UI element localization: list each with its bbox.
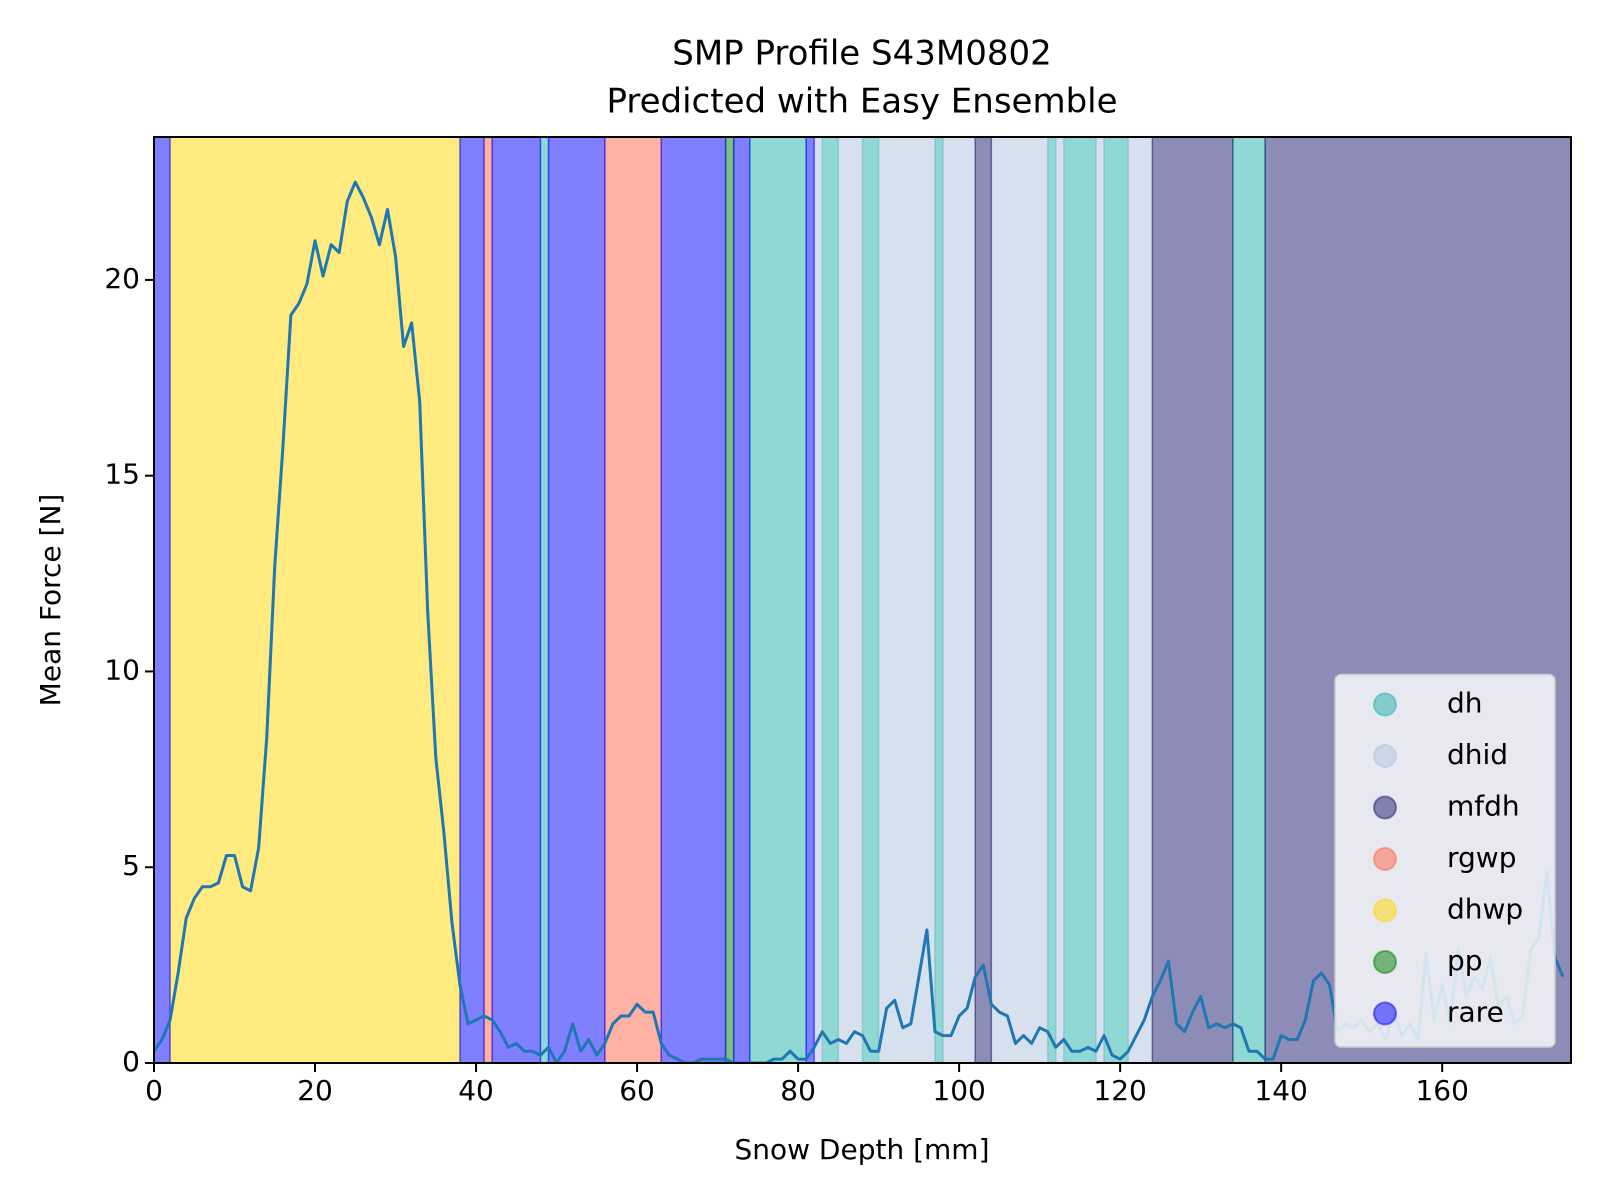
- class-band: [990, 137, 1049, 1063]
- legend-label: dhid: [1447, 738, 1508, 771]
- legend-marker: [1373, 795, 1397, 820]
- y-tick-label: 5: [122, 849, 140, 882]
- class-band: [934, 137, 944, 1063]
- y-tick-label: 15: [104, 458, 140, 491]
- class-band: [483, 137, 493, 1063]
- class-band: [539, 137, 550, 1063]
- legend-label: mfdh: [1447, 790, 1520, 823]
- plot-area: [154, 137, 1571, 1063]
- legend-label: rgwp: [1447, 841, 1516, 874]
- x-tick-label: 0: [145, 1074, 163, 1107]
- class-band: [877, 137, 936, 1063]
- class-band: [1103, 137, 1129, 1063]
- class-band: [732, 137, 751, 1063]
- class-band: [821, 137, 840, 1063]
- y-tick-label: 10: [104, 653, 140, 686]
- x-tick-label: 60: [619, 1074, 655, 1107]
- legend-marker: [1373, 744, 1397, 768]
- class-band: [1054, 137, 1065, 1063]
- x-tick-label: 140: [1254, 1074, 1307, 1107]
- class-band: [942, 137, 976, 1063]
- class-band: [749, 137, 807, 1063]
- class-band: [1095, 137, 1105, 1063]
- class-band: [459, 137, 485, 1063]
- class-band: [1232, 137, 1266, 1063]
- class-band: [1046, 137, 1057, 1063]
- legend-marker: [1373, 1001, 1397, 1026]
- y-tick-label: 0: [122, 1045, 140, 1078]
- class-band: [805, 137, 815, 1063]
- y-tick-label: 20: [104, 262, 140, 295]
- class-band: [154, 137, 171, 1063]
- legend-label: rare: [1447, 996, 1504, 1029]
- class-band: [660, 137, 727, 1063]
- x-tick-label: 80: [780, 1074, 816, 1107]
- legend-label: dhwp: [1447, 893, 1523, 926]
- class-band: [169, 137, 461, 1063]
- legend-marker: [1373, 950, 1397, 974]
- legend-box: [1334, 673, 1556, 1048]
- legend-label: pp: [1447, 944, 1483, 977]
- plot-frame: [153, 136, 1572, 1064]
- class-band: [861, 137, 880, 1063]
- class-band: [813, 137, 823, 1063]
- class-band: [1151, 137, 1234, 1063]
- legend-label: dh: [1447, 687, 1483, 720]
- class-band: [604, 137, 662, 1063]
- class-band: [724, 137, 735, 1063]
- class-band: [547, 137, 606, 1063]
- class-band: [837, 137, 864, 1063]
- class-band: [491, 137, 542, 1063]
- chart-title: SMP Profile S43M0802: [672, 34, 1051, 74]
- legend-marker: [1373, 847, 1397, 871]
- x-tick-label: 20: [297, 1074, 333, 1107]
- x-tick-label: 160: [1415, 1074, 1468, 1107]
- legend-marker: [1373, 898, 1397, 923]
- chart-subtitle: Predicted with Easy Ensemble: [606, 82, 1117, 122]
- class-band: [1063, 137, 1097, 1063]
- legend-marker: [1373, 692, 1397, 717]
- x-tick-label: 120: [1093, 1074, 1146, 1107]
- y-axis-label: Mean Force [N]: [34, 494, 67, 707]
- class-band: [1127, 137, 1154, 1063]
- x-axis-label: Snow Depth [mm]: [734, 1133, 989, 1166]
- x-tick-label: 100: [932, 1074, 985, 1107]
- force-line: [154, 180, 1565, 1063]
- class-band: [974, 137, 993, 1063]
- x-tick-label: 40: [458, 1074, 494, 1107]
